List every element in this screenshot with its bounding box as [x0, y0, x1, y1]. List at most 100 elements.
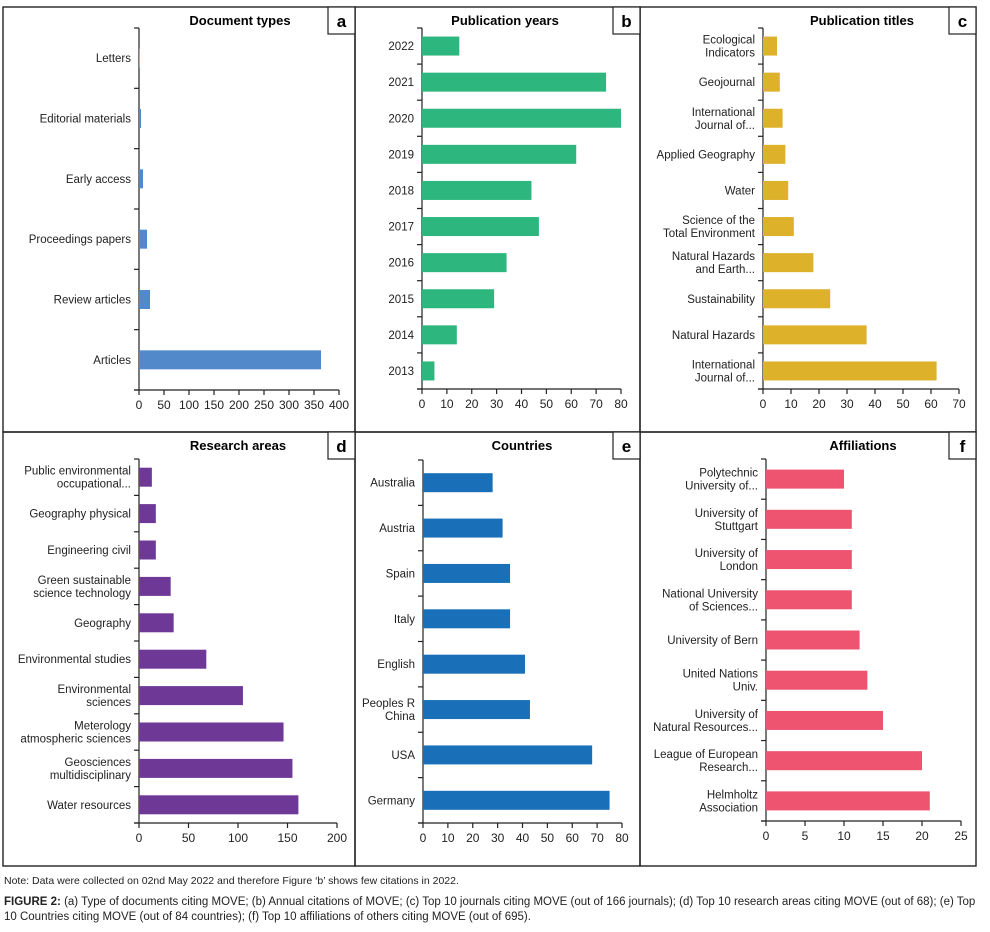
bar	[139, 540, 156, 560]
x-tick-label: 80	[614, 397, 628, 411]
figure-2: Document types a 0 50 100 150 200 250 300 350 400 L…	[2, 6, 977, 867]
x-tick-label: 0	[763, 829, 770, 843]
panel-letter: d	[336, 437, 346, 456]
category-label: Polytechnic University of...	[685, 468, 758, 493]
bar	[763, 325, 867, 345]
category-label-line: science technology	[33, 588, 131, 600]
category-label-line: Total Environment	[663, 228, 756, 240]
category-label: Geography	[74, 618, 131, 630]
category-label-line: Editorial materials	[40, 114, 132, 126]
chart-panel-b: Publication years b 0 10 20 30 40 50 60 70 80 2022 2…	[388, 6, 641, 411]
bar	[763, 217, 794, 237]
bar	[766, 509, 852, 529]
bar	[422, 72, 607, 92]
x-tick-label: 40	[516, 831, 530, 845]
category-label: 2021	[388, 77, 414, 89]
category-label-line: University of...	[685, 481, 758, 493]
category-label-line: Sustainability	[687, 294, 755, 306]
x-tick-label: 70	[590, 831, 604, 845]
chart-title: Research areas	[190, 438, 286, 453]
category-label: Italy	[394, 614, 415, 626]
category-label: International Journal of...	[692, 359, 755, 384]
category-label-line: Stuttgart	[715, 521, 759, 533]
category-label: Applied Geography	[657, 149, 756, 161]
category-label-line: Indicators	[705, 48, 755, 60]
x-tick-label: 50	[540, 397, 554, 411]
panel-letter-box	[948, 6, 977, 35]
category-label-line: London	[720, 561, 758, 573]
bar	[139, 48, 140, 68]
category-label: USA	[391, 750, 415, 762]
category-label-line: National University	[662, 588, 758, 600]
x-tick-label: 60	[924, 397, 938, 411]
category-label: Meterology atmospheric sciences	[20, 721, 131, 746]
category-label-line: Ecological	[703, 35, 755, 47]
category-label-line: Peoples R	[362, 698, 415, 710]
x-tick-label: 300	[279, 398, 299, 412]
bar	[422, 325, 457, 345]
x-tick-label: 30	[491, 831, 505, 845]
x-tick-label: 30	[840, 397, 854, 411]
category-label: Geojournal	[699, 77, 755, 89]
category-label-line: English	[377, 659, 415, 671]
x-tick-label: 10	[784, 397, 798, 411]
x-tick-label: 350	[304, 398, 324, 412]
bar	[139, 613, 174, 633]
category-label-line: Germany	[368, 795, 416, 807]
category-label-line: Geography	[74, 618, 131, 630]
bar	[423, 654, 525, 674]
x-tick-label: 50	[541, 831, 555, 845]
x-tick-label: 80	[615, 831, 629, 845]
category-label-line: Water resources	[47, 800, 131, 812]
category-label-line: 2020	[388, 113, 414, 125]
category-label: 2020	[388, 113, 414, 125]
x-tick-label: 10	[440, 397, 454, 411]
bar	[766, 630, 860, 650]
panel-letter: e	[622, 437, 631, 456]
x-tick-label: 60	[566, 831, 580, 845]
category-label: Helmholtz Association	[699, 789, 758, 814]
category-label-line: Australia	[370, 478, 415, 490]
x-tick-label: 250	[254, 398, 274, 412]
x-tick-label: 400	[329, 398, 349, 412]
bar	[423, 473, 493, 493]
category-label: English	[377, 659, 415, 671]
bar	[422, 361, 435, 381]
bar	[423, 518, 503, 538]
panel-letter-box	[612, 431, 641, 460]
x-tick-label: 200	[229, 398, 249, 412]
category-label-line: University of Bern	[667, 635, 758, 647]
category-label: Ecological Indicators	[703, 35, 756, 60]
category-label: 2016	[388, 258, 414, 270]
bar	[423, 609, 511, 629]
category-label-line: Proceedings papers	[29, 234, 132, 246]
bar	[763, 36, 777, 56]
category-label-line: International	[692, 107, 755, 119]
x-tick-label: 20	[812, 397, 826, 411]
bar	[766, 550, 852, 570]
category-label-line: Early access	[66, 174, 131, 186]
bar	[139, 290, 150, 309]
x-tick-label: 0	[136, 398, 143, 412]
category-label: University of Stuttgart	[695, 508, 759, 533]
bar	[139, 722, 284, 742]
x-tick-label: 70	[952, 397, 966, 411]
bar	[422, 36, 460, 56]
figure-note: Note: Data were collected on 02nd May 20…	[4, 875, 459, 887]
category-label-line: Univ.	[733, 682, 758, 694]
bar	[766, 751, 922, 771]
chart-title: Document types	[189, 13, 290, 28]
bar	[422, 180, 532, 200]
x-tick-label: 50	[896, 397, 910, 411]
category-label-line: USA	[391, 750, 415, 762]
bar	[766, 670, 868, 690]
category-label-line: Helmholtz	[707, 789, 758, 801]
category-label-line: University of	[695, 508, 759, 520]
category-label-line: 2017	[388, 222, 414, 234]
category-label: University of Natural Resources...	[653, 709, 759, 734]
category-label-line: Spain	[386, 568, 415, 580]
category-label: International Journal of...	[692, 107, 755, 132]
bar	[763, 289, 831, 309]
chart-title: Publication titles	[810, 13, 914, 28]
category-label-line: Applied Geography	[657, 149, 756, 161]
